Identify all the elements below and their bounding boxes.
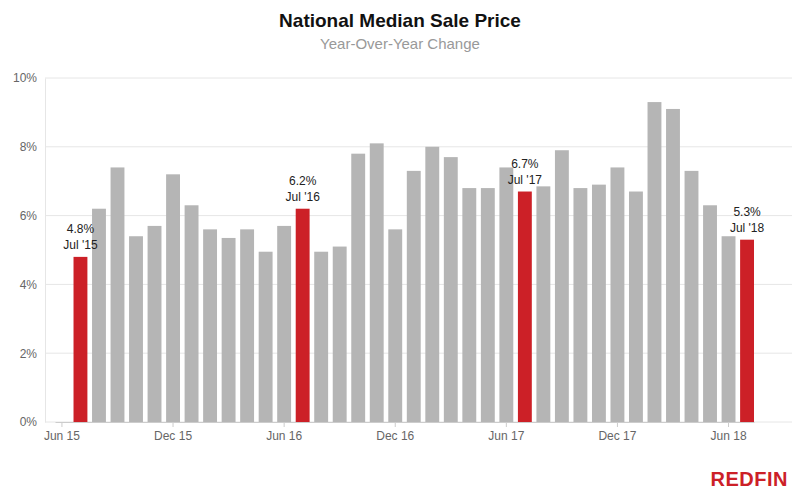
y-tick-label: 0% [20, 415, 38, 429]
y-tick: 8% [20, 140, 45, 154]
bar [666, 109, 680, 422]
subtitle: Year-Over-Year Change [320, 35, 480, 52]
bar [610, 167, 624, 422]
annotation: Jul '17 [508, 173, 543, 187]
y-axis-line [45, 79, 46, 423]
bar [388, 229, 402, 422]
x-tick-label: Dec 16 [376, 429, 414, 443]
bar [555, 150, 569, 422]
data-label: 6.2% [289, 174, 317, 188]
bar [333, 247, 347, 422]
x-tick-mark [728, 422, 729, 427]
bar [592, 185, 606, 422]
bar [111, 167, 125, 422]
bar [148, 226, 162, 422]
x-axis-line [56, 422, 755, 423]
bar [648, 102, 662, 422]
x-tick-label: Jun 17 [488, 429, 524, 443]
title: National Median Sale Price [279, 10, 521, 31]
bar [703, 205, 717, 422]
bar [518, 192, 532, 422]
x-tick: Jun 18 [711, 422, 747, 443]
y-tick: 0% [20, 415, 45, 429]
data-label: 6.7% [511, 157, 539, 171]
x-tick-label: Dec 15 [154, 429, 192, 443]
x-tick-label: Dec 17 [598, 429, 636, 443]
bar [203, 229, 217, 422]
logo: REDFIN [711, 468, 788, 490]
x-tick-mark [173, 422, 174, 427]
x-tick: Dec 17 [598, 422, 636, 443]
y-tick: 6% [20, 209, 45, 223]
bar [499, 167, 513, 422]
grid [45, 78, 792, 422]
bar [277, 226, 291, 422]
annotation: Jul '16 [286, 190, 321, 204]
data-label: 4.8% [67, 222, 95, 236]
x-tick: Jun 15 [44, 422, 80, 443]
grid-line [45, 78, 792, 79]
bar [185, 205, 199, 422]
x-tick-mark [617, 422, 618, 427]
x-axis: Jun 15 Dec 15 Jun 16 Dec 16 Jun 17 Dec 17 Jun … [44, 422, 755, 443]
y-tick: 2% [20, 347, 45, 361]
y-tick-label: 2% [20, 347, 38, 361]
bar [740, 240, 754, 422]
bar [296, 209, 310, 422]
bar [444, 157, 458, 422]
x-tick-mark [506, 422, 507, 427]
bar [129, 236, 143, 422]
x-tick: Dec 16 [376, 422, 414, 443]
x-tick-mark [284, 422, 285, 427]
y-tick-label: 8% [20, 140, 38, 154]
labels: 4.8% 6.2% 6.7% 5.3% Jul '15 Jul '16 Jul '17 Jul… [63, 157, 764, 252]
x-tick-mark [61, 422, 62, 427]
y-tick-label: 4% [20, 278, 38, 292]
bar [407, 171, 421, 422]
x-tick-label: Jun 15 [44, 429, 80, 443]
bar [314, 252, 328, 422]
y-tick: 4% [20, 278, 45, 292]
bar [370, 143, 384, 422]
x-tick: Jun 17 [488, 422, 524, 443]
bar [425, 147, 439, 422]
bar [573, 188, 587, 422]
bar [629, 192, 643, 422]
bar [166, 174, 180, 422]
grid-line [45, 146, 792, 147]
bar [462, 188, 476, 422]
x-tick-label: Jun 18 [711, 429, 747, 443]
y-tick: 10% [13, 71, 45, 85]
x-tick: Jun 16 [266, 422, 302, 443]
chart-svg: National Median Sale Price Year-Over-Year… [0, 0, 800, 500]
bar [481, 188, 495, 422]
x-tick: Dec 15 [154, 422, 192, 443]
data-label: 5.3% [733, 205, 761, 219]
y-axis: 0% 2% 4% 6% 8% 10% [13, 71, 46, 429]
bar [722, 236, 736, 422]
y-tick-label: 6% [20, 209, 38, 223]
annotation: Jul '15 [63, 238, 98, 252]
bar [74, 257, 88, 422]
bar [536, 186, 550, 422]
chart-container: National Median Sale Price Year-Over-Year… [0, 0, 800, 500]
bar [240, 229, 254, 422]
x-tick-mark [395, 422, 396, 427]
bars [74, 102, 754, 422]
bar [259, 252, 273, 422]
x-tick-label: Jun 16 [266, 429, 302, 443]
bar [351, 154, 365, 422]
bar [685, 171, 699, 422]
bar [222, 238, 236, 422]
y-tick-label: 10% [13, 71, 37, 85]
annotation: Jul '18 [730, 221, 765, 235]
